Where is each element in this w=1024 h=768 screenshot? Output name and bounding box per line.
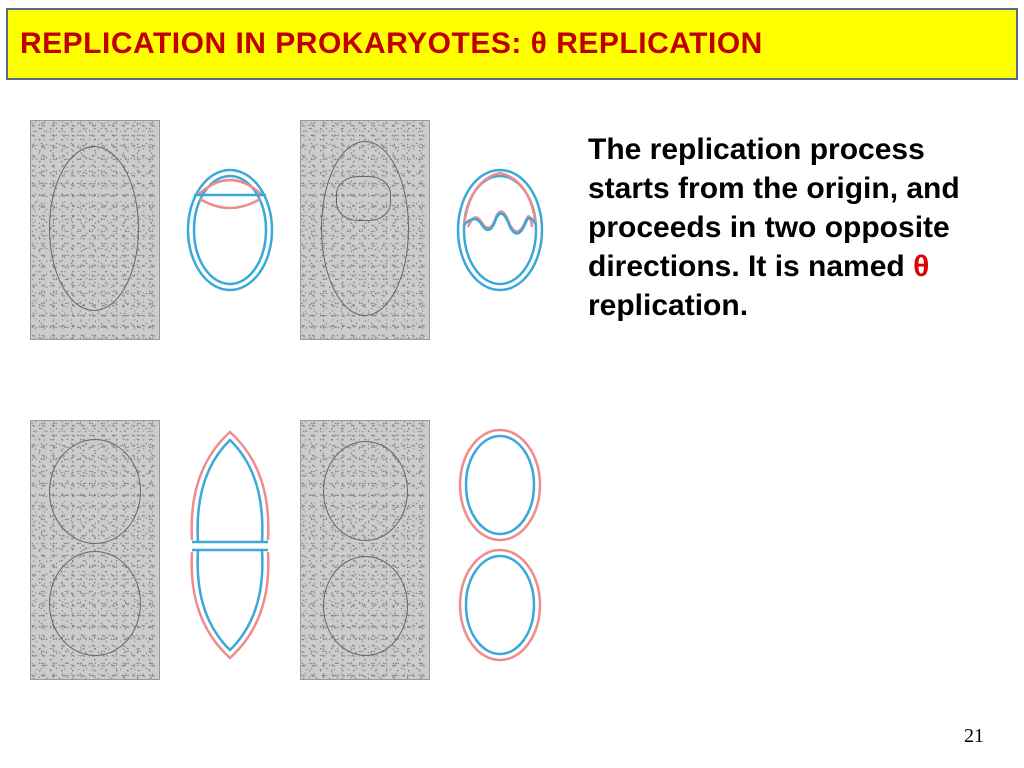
diagram-theta-stage1 [180, 155, 280, 295]
diagram-theta-stage2 [450, 155, 550, 295]
micrograph-1 [30, 120, 160, 340]
body-suffix: replication. [588, 289, 748, 322]
body-prefix: The replication process starts from the … [588, 133, 960, 283]
micrograph-3 [30, 420, 160, 680]
theta-symbol: θ [913, 250, 929, 283]
micrograph-2 [300, 120, 430, 340]
title-bar: REPLICATION IN PROKARYOTES: θ REPLICATIO… [6, 8, 1018, 80]
page-number: 21 [964, 725, 984, 748]
slide-title: REPLICATION IN PROKARYOTES: θ REPLICATIO… [20, 27, 763, 61]
diagram-theta-stage3 [180, 420, 280, 670]
diagram-theta-stage4 [450, 420, 550, 670]
micrograph-4 [300, 420, 430, 680]
body-paragraph: The replication process starts from the … [588, 130, 998, 325]
figure-grid [30, 120, 570, 720]
content-area: The replication process starts from the … [0, 100, 1024, 768]
